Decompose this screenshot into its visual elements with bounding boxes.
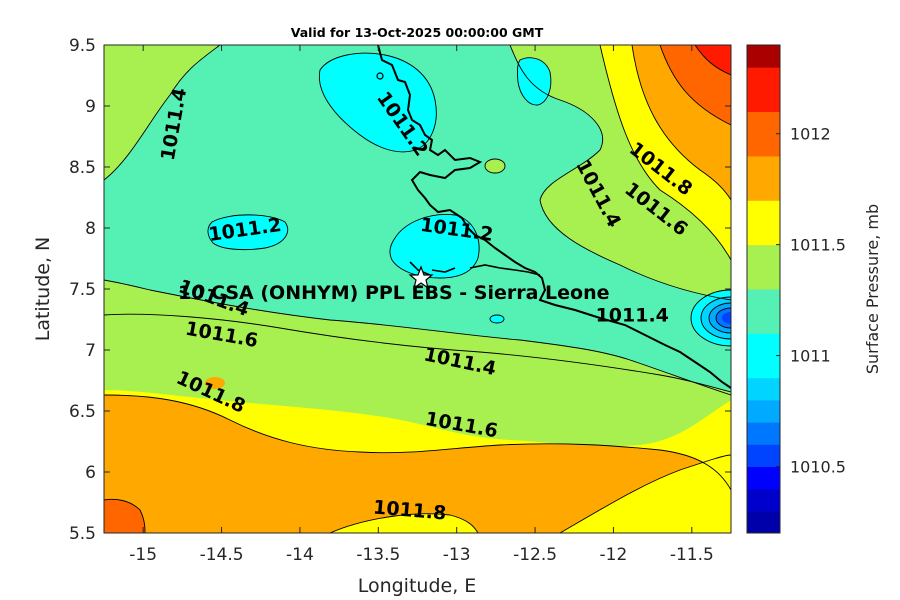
pressure-band-1011.0-ne-pocket — [517, 57, 551, 106]
y-tick-label: 7 — [85, 341, 96, 361]
colorbar-segment — [747, 155, 780, 179]
colorbar-tick-label: 1011.5 — [790, 236, 846, 255]
pressure-band-1011.0-central — [389, 214, 480, 278]
pressure-band-1011.0-small — [490, 315, 504, 323]
colorbar-segment — [747, 89, 780, 113]
x-tick-label: -11.5 — [670, 545, 714, 565]
x-tick-label: -12 — [600, 545, 628, 565]
y-tick-label: 9 — [85, 97, 96, 117]
x-tick-label: -14.5 — [200, 545, 244, 565]
colorbar-segment — [747, 422, 780, 445]
colorbar-tick-label: 1012 — [790, 125, 831, 144]
site-label: 10 CSA (ONHYM) PPL EBS - Sierra Leone — [178, 282, 610, 304]
colorbar-segment — [747, 355, 780, 379]
x-tick-label: -14 — [286, 545, 314, 565]
coastline — [377, 45, 731, 389]
x-axis-ticks: -15 -14.5 -14 -13.5 -13 -12.5 -12 -11.5 — [129, 45, 714, 565]
colorbar-tick-label: 1010.5 — [790, 457, 846, 476]
colorbar-segment — [747, 45, 780, 68]
colorbar-label: Surface Pressure, mb — [863, 204, 882, 374]
colorbar-segment — [747, 178, 780, 201]
x-tick-label: -13.5 — [356, 545, 400, 565]
colorbar-segment — [747, 133, 780, 157]
colorbar-segment — [747, 377, 780, 401]
colorbar-tick-label: 1011 — [790, 347, 831, 366]
colorbar — [747, 45, 780, 534]
pressure-band-1011.0-north — [319, 53, 437, 152]
pressure-band-1012-sw — [104, 499, 145, 533]
contour-label: 1011.4 — [596, 304, 669, 326]
y-tick-label: 8.5 — [69, 158, 96, 178]
pressure-band-1011.4-south — [104, 314, 731, 446]
colorbar-segment — [747, 510, 780, 534]
low-cell-1010.6 — [722, 312, 731, 324]
x-axis-label: Longitude, E — [358, 575, 477, 597]
colorbar-segment — [747, 266, 780, 290]
contour-lines — [104, 45, 731, 533]
x-tick-label: -12.5 — [513, 545, 557, 565]
colorbar-segment — [747, 311, 780, 334]
pressure-band-1011.8-south — [104, 395, 731, 533]
pressure-band-1011.6-se — [560, 455, 731, 533]
colorbar-segment — [747, 488, 780, 512]
coastline-inlet — [409, 261, 541, 276]
pressure-band-1011.8-pocket — [205, 377, 225, 389]
colorbar-frame — [746, 44, 781, 534]
map-title: Valid for 13-Oct-2025 00:00:00 GMT — [291, 25, 544, 40]
colorbar-segment — [747, 289, 780, 312]
colorbar-segment — [747, 222, 780, 246]
pressure-band-1012.2-ne — [695, 45, 731, 75]
island-outline — [376, 72, 384, 80]
y-tick-label: 9.5 — [69, 36, 96, 56]
colorbar-segment — [747, 466, 780, 490]
pressure-band-1011.6-s-pocket — [330, 513, 478, 533]
colorbar-segment — [747, 399, 780, 423]
colorbar-segment — [747, 244, 780, 268]
x-tick-label: -13 — [443, 545, 471, 565]
pressure-band-1011.4-islet — [485, 159, 505, 173]
colorbar-segment — [747, 333, 780, 357]
y-tick-label: 6.5 — [69, 402, 96, 422]
colorbar-segment — [747, 67, 780, 90]
pressure-band-1011.0-west — [207, 214, 288, 250]
y-tick-label: 5.5 — [69, 524, 96, 544]
y-axis-label: Latitude, N — [32, 237, 54, 342]
y-tick-label: 7.5 — [69, 280, 96, 300]
colorbar-segment — [747, 111, 780, 135]
site-star-marker — [408, 265, 434, 290]
colorbar-segment — [747, 444, 780, 467]
y-tick-label: 6 — [85, 463, 96, 483]
x-tick-label: -15 — [129, 545, 157, 565]
y-axis-ticks: 5.5 6 6.5 7 7.5 8 8.5 9 9.5 — [69, 36, 731, 544]
colorbar-ticks: 1010.5 1011 1011.5 1012 — [776, 125, 846, 476]
y-tick-label: 8 — [85, 219, 96, 239]
colorbar-segment — [747, 200, 780, 223]
